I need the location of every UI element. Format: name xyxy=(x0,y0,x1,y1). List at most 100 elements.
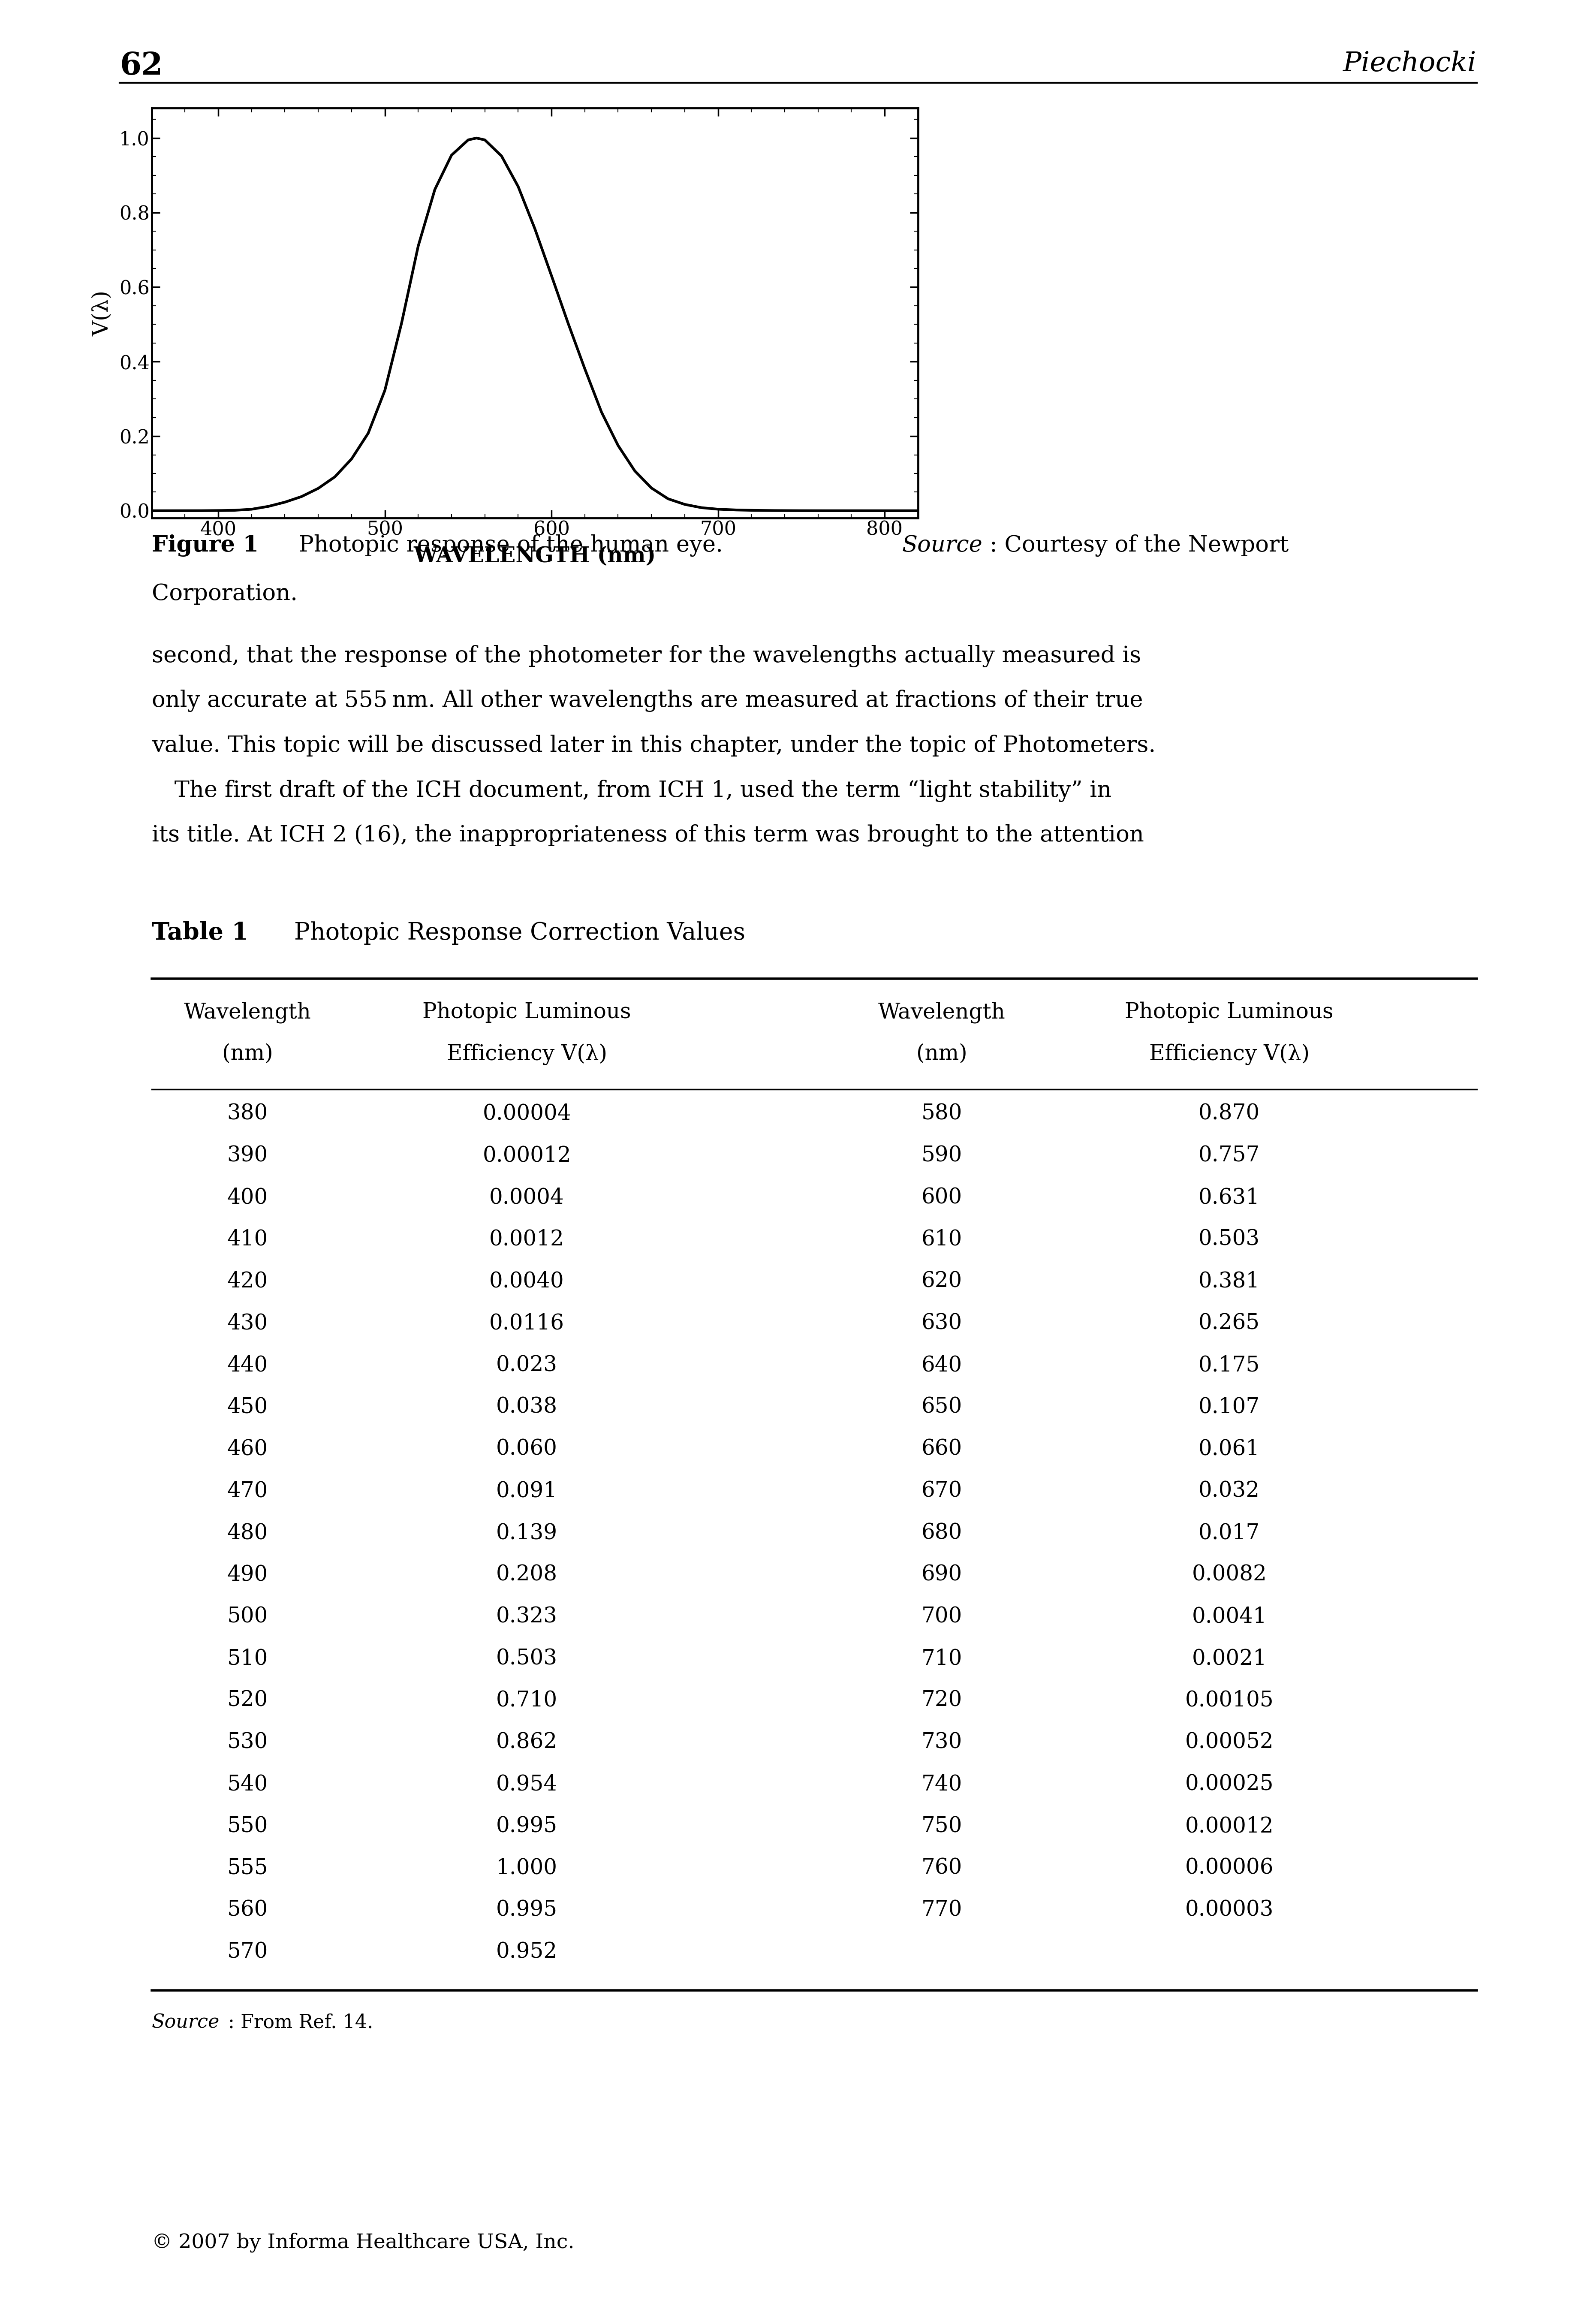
Text: 550: 550 xyxy=(227,1815,268,1838)
Text: 0.952: 0.952 xyxy=(496,1941,557,1962)
Text: 620: 620 xyxy=(921,1271,962,1292)
Text: Wavelength: Wavelength xyxy=(184,1002,311,1023)
Text: 0.870: 0.870 xyxy=(1199,1103,1259,1124)
Text: 0.023: 0.023 xyxy=(496,1354,557,1375)
Text: (nm): (nm) xyxy=(916,1043,967,1064)
Text: 710: 710 xyxy=(921,1649,962,1670)
Text: 0.0012: 0.0012 xyxy=(490,1230,563,1251)
Text: 0.00006: 0.00006 xyxy=(1184,1859,1274,1879)
Text: Photopic response of the human eye.: Photopic response of the human eye. xyxy=(284,534,729,557)
Text: 510: 510 xyxy=(227,1649,268,1670)
Text: 490: 490 xyxy=(227,1564,268,1584)
Text: 0.00003: 0.00003 xyxy=(1184,1900,1274,1921)
Text: 0.954: 0.954 xyxy=(496,1773,557,1794)
Text: 0.995: 0.995 xyxy=(496,1815,557,1838)
Text: 555: 555 xyxy=(227,1859,268,1879)
Text: 0.00052: 0.00052 xyxy=(1184,1732,1274,1753)
Text: Efficiency V(λ): Efficiency V(λ) xyxy=(1149,1043,1309,1064)
Text: 660: 660 xyxy=(921,1439,962,1460)
Text: 680: 680 xyxy=(921,1522,962,1543)
Text: 640: 640 xyxy=(921,1354,962,1375)
Text: 0.0040: 0.0040 xyxy=(490,1271,563,1292)
Text: (nm): (nm) xyxy=(222,1043,273,1064)
Text: 0.381: 0.381 xyxy=(1199,1271,1259,1292)
Text: 410: 410 xyxy=(227,1230,268,1251)
Text: 580: 580 xyxy=(921,1103,962,1124)
Text: 0.995: 0.995 xyxy=(496,1900,557,1921)
Text: 0.503: 0.503 xyxy=(1199,1230,1259,1251)
Text: 0.00025: 0.00025 xyxy=(1184,1773,1274,1794)
Text: 0.038: 0.038 xyxy=(496,1396,557,1419)
Text: 0.00004: 0.00004 xyxy=(482,1103,571,1124)
Text: 0.00012: 0.00012 xyxy=(1184,1815,1274,1838)
Text: 0.091: 0.091 xyxy=(496,1481,557,1502)
Text: : From Ref. 14.: : From Ref. 14. xyxy=(228,2013,373,2031)
Text: 730: 730 xyxy=(921,1732,962,1753)
Text: value. This topic will be discussed later in this chapter, under the topic of Ph: value. This topic will be discussed late… xyxy=(152,735,1156,755)
Text: 0.503: 0.503 xyxy=(496,1649,557,1670)
Text: its title. At ICH 2 (16), the inappropriateness of this term was brought to the : its title. At ICH 2 (16), the inappropri… xyxy=(152,824,1144,848)
Text: 0.175: 0.175 xyxy=(1199,1354,1259,1375)
Text: 610: 610 xyxy=(921,1230,962,1251)
Y-axis label: V(λ): V(λ) xyxy=(93,290,113,336)
Text: 0.0021: 0.0021 xyxy=(1192,1649,1266,1670)
Text: 450: 450 xyxy=(227,1396,268,1419)
Text: 720: 720 xyxy=(921,1690,962,1711)
Text: 420: 420 xyxy=(227,1271,268,1292)
Text: 0.061: 0.061 xyxy=(1199,1439,1259,1460)
Text: Wavelength: Wavelength xyxy=(878,1002,1005,1023)
Text: 690: 690 xyxy=(921,1564,962,1584)
Text: Figure 1: Figure 1 xyxy=(152,534,259,557)
Text: 480: 480 xyxy=(227,1522,268,1543)
Text: © 2007 by Informa Healthcare USA, Inc.: © 2007 by Informa Healthcare USA, Inc. xyxy=(152,2232,575,2252)
Text: 0.107: 0.107 xyxy=(1199,1396,1259,1419)
Text: 0.757: 0.757 xyxy=(1199,1145,1259,1165)
Text: Piechocki: Piechocki xyxy=(1342,51,1476,76)
Text: 750: 750 xyxy=(921,1815,962,1838)
Text: only accurate at 555 nm. All other wavelengths are measured at fractions of thei: only accurate at 555 nm. All other wavel… xyxy=(152,691,1143,712)
Text: 0.0041: 0.0041 xyxy=(1192,1605,1266,1628)
X-axis label: WAVELENGTH (nm): WAVELENGTH (nm) xyxy=(413,546,656,567)
Text: 0.139: 0.139 xyxy=(496,1522,557,1543)
Text: 590: 590 xyxy=(921,1145,962,1165)
Text: Source: Source xyxy=(902,534,982,555)
Text: 650: 650 xyxy=(921,1396,962,1419)
Text: 530: 530 xyxy=(227,1732,268,1753)
Text: 540: 540 xyxy=(227,1773,268,1794)
Text: Source: Source xyxy=(152,2013,220,2031)
Text: 600: 600 xyxy=(921,1186,962,1209)
Text: 460: 460 xyxy=(227,1439,268,1460)
Text: 62: 62 xyxy=(120,51,163,81)
Text: 0.710: 0.710 xyxy=(496,1690,557,1711)
Text: 380: 380 xyxy=(227,1103,268,1124)
Text: 560: 560 xyxy=(227,1900,268,1921)
Text: 0.032: 0.032 xyxy=(1199,1481,1259,1502)
Text: 1.000: 1.000 xyxy=(496,1859,557,1879)
Text: 0.017: 0.017 xyxy=(1199,1522,1259,1543)
Text: 0.060: 0.060 xyxy=(496,1439,557,1460)
Text: Photopic Luminous: Photopic Luminous xyxy=(423,1002,630,1023)
Text: 0.00012: 0.00012 xyxy=(482,1145,571,1165)
Text: 0.00105: 0.00105 xyxy=(1184,1690,1274,1711)
Text: 0.0004: 0.0004 xyxy=(490,1186,563,1209)
Text: 630: 630 xyxy=(921,1313,962,1333)
Text: 570: 570 xyxy=(227,1941,268,1962)
Text: 520: 520 xyxy=(227,1690,268,1711)
Text: 470: 470 xyxy=(227,1481,268,1502)
Text: 440: 440 xyxy=(227,1354,268,1375)
Text: Photopic Response Correction Values: Photopic Response Correction Values xyxy=(271,921,745,944)
Text: Corporation.: Corporation. xyxy=(152,583,297,603)
Text: 740: 740 xyxy=(921,1773,962,1794)
Text: : Courtesy of the Newport: : Courtesy of the Newport xyxy=(990,534,1288,557)
Text: 0.631: 0.631 xyxy=(1199,1186,1259,1209)
Text: 0.862: 0.862 xyxy=(496,1732,557,1753)
Text: 0.0116: 0.0116 xyxy=(488,1313,565,1333)
Text: 430: 430 xyxy=(227,1313,268,1333)
Text: Efficiency V(λ): Efficiency V(λ) xyxy=(447,1043,606,1064)
Text: 0.208: 0.208 xyxy=(496,1564,557,1584)
Text: 0.323: 0.323 xyxy=(496,1605,557,1628)
Text: Photopic Luminous: Photopic Luminous xyxy=(1125,1002,1333,1023)
Text: 0.265: 0.265 xyxy=(1199,1313,1259,1333)
Text: Table 1: Table 1 xyxy=(152,921,247,944)
Text: 760: 760 xyxy=(921,1859,962,1879)
